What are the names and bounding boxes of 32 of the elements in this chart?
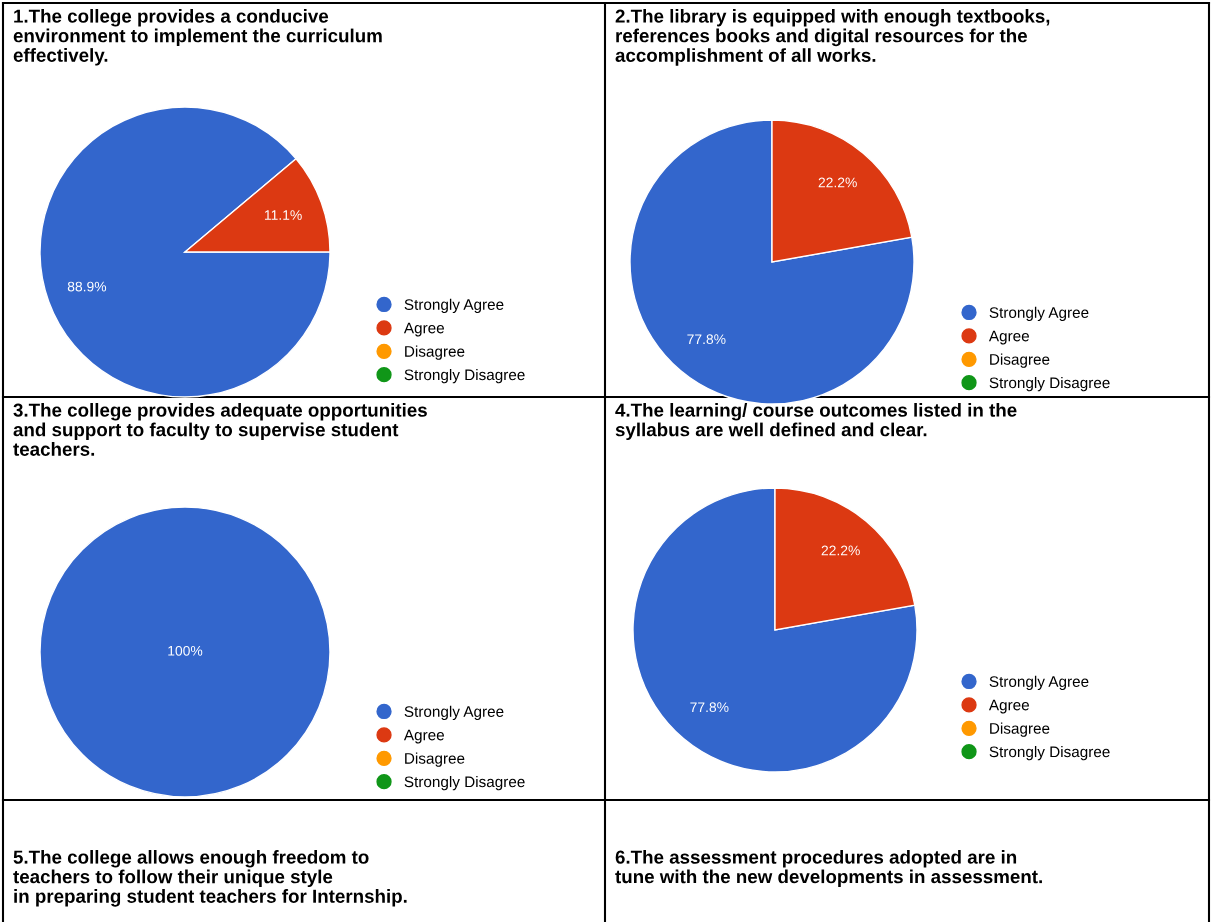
data-label: 77.8% xyxy=(687,334,726,345)
legend-label: Agree xyxy=(403,322,444,337)
legend-label: Agree xyxy=(403,729,444,744)
data-label: 11.1% xyxy=(264,210,302,220)
pie-slice xyxy=(632,487,918,773)
data-label: 77.8% xyxy=(690,702,729,713)
legend-label: Strongly Disagree xyxy=(989,376,1110,392)
legend-label: Agree xyxy=(988,330,1029,345)
pie-slice xyxy=(39,106,331,398)
data-label: 22.2% xyxy=(821,545,860,556)
legend-label: Disagree xyxy=(990,722,1050,737)
data-label: 22.2% xyxy=(818,177,857,188)
pie-slice xyxy=(629,119,915,405)
text: 5.The college allows enough freedom to teachers to follow their unique style in preparing student teachers for Internship. xyxy=(13,850,407,907)
legend-label: Strongly Disagree xyxy=(404,368,525,384)
legend-label: Disagree xyxy=(405,345,465,360)
legend-label: Agree xyxy=(988,699,1029,714)
chart-title: 2.The library is equipped with enough textbooks, references books and digital resources for the accomplishment of all works. xyxy=(615,9,1050,66)
data-label: 88.9% xyxy=(67,281,107,292)
text: 6.The assessment procedures adopted are in tune with the new developments in assessment. xyxy=(615,850,1042,887)
legend-label: Strongly Disagree xyxy=(989,745,1110,761)
data-label: 100% xyxy=(168,645,203,656)
legend-label: Strongly Agree xyxy=(404,705,504,720)
legend-label: Strongly Disagree xyxy=(404,775,525,791)
legend-label: Strongly Agree xyxy=(404,298,504,313)
legend-label: Strongly Agree xyxy=(989,675,1089,690)
chart-title: 1.The college provides a conducive environment to implement the curriculum effectively. xyxy=(13,9,382,66)
legend-label: Strongly Agree xyxy=(989,306,1089,321)
legend-label: Disagree xyxy=(990,353,1050,368)
legend-label: Disagree xyxy=(405,752,465,767)
chart-title: 4.The learning/ course outcomes listed in the syllabus are well defined and clear. xyxy=(615,403,1017,441)
chart-title: 3.The college provides adequate opportunities and support to faculty to supervise student teachers. xyxy=(13,403,427,456)
